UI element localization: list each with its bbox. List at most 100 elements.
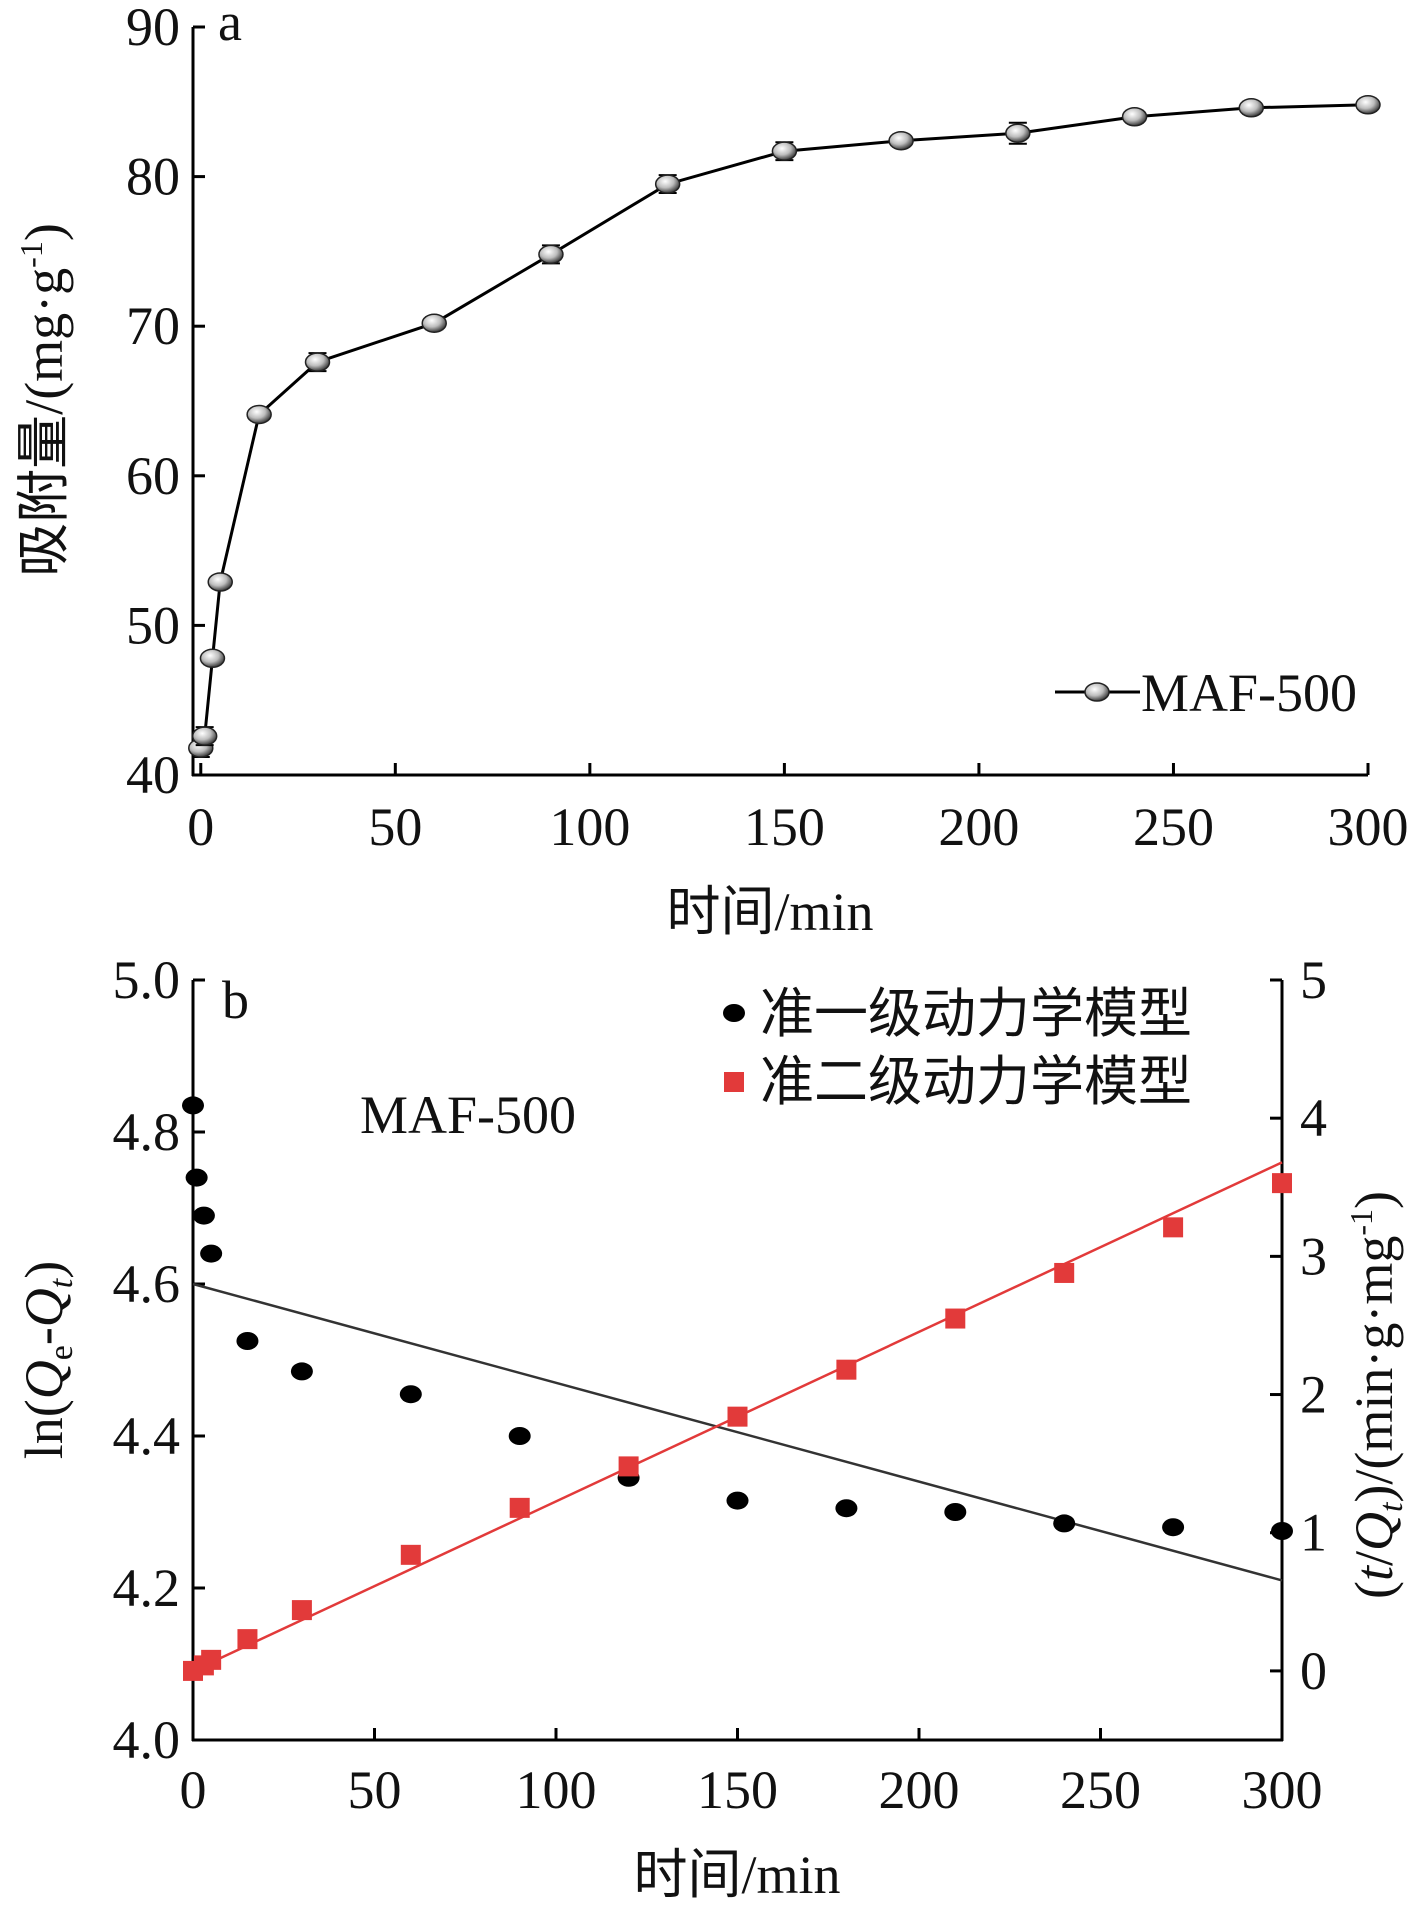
panel-b-left-y-title-part: ) [14, 1261, 74, 1279]
panel-a-data-point [207, 572, 233, 592]
panel-b-first-order-point [1162, 1518, 1185, 1537]
panel-a-data-point [888, 130, 914, 151]
panel-a-y-axis-title: 吸附量/(mg·g-1) [13, 223, 74, 577]
panel-b-x-axis-title: 时间/min [633, 1845, 840, 1905]
panel-b-right-y-tick-label: 4 [1300, 1088, 1327, 1148]
panel-b-legend-label-second-order: 准二级动力学模型 [760, 1052, 1192, 1112]
panel-a-x-tick-label: 250 [1133, 797, 1214, 857]
panel-a-data-point [654, 174, 681, 194]
panel-b-label: b [222, 970, 249, 1030]
panel-a-x-tick-label: 0 [187, 797, 214, 857]
panel-b-first-order-point [1053, 1514, 1076, 1533]
panel-b-annotation: MAF-500 [360, 1085, 576, 1145]
panel-b-first-order-point [236, 1332, 259, 1350]
panel-b-left-y-tick-label: 4.4 [113, 1406, 181, 1466]
panel-a-y-tick-label: 90 [126, 0, 180, 57]
panel-b-x-tick-label: 0 [180, 1760, 207, 1820]
panel-b-right-y-title-part: / [1344, 1551, 1404, 1566]
panel-a-data-point [1121, 107, 1148, 127]
panel-a-data-point [191, 726, 218, 746]
panel-b-second-order-point [1272, 1173, 1292, 1194]
panel-b-left-y-tick-label: 5.0 [113, 950, 181, 1010]
panel-a-legend-marker [1084, 682, 1110, 702]
panel-a-data-point [1005, 123, 1031, 143]
panel-a-data-point [199, 648, 226, 669]
panel-b-right-y-title-part: t [1344, 1564, 1404, 1581]
panel-b-first-order-point [835, 1499, 858, 1518]
panel-b-left-y-tick-label: 4.2 [113, 1558, 181, 1618]
panel-b-second-order-point [400, 1544, 421, 1565]
panel-b-left-y-tick-label: 4.8 [113, 1102, 181, 1162]
panel-b-second-order-point [836, 1359, 857, 1380]
panel-b-first-order-point [185, 1168, 208, 1187]
panel-b-right-y-title-part: Q [1344, 1512, 1404, 1551]
panel-a-y-tick-label: 70 [126, 296, 180, 356]
panel-b-left-y-title-part: ln( [14, 1399, 74, 1459]
panel-b-second-order-point [1163, 1217, 1184, 1238]
panel-b-second-order-point [201, 1649, 222, 1670]
panel-b-right-y-tick-label: 5 [1300, 950, 1327, 1010]
panel-a-x-tick-label: 150 [744, 797, 825, 857]
panel-b-left-y-title-part: Q [14, 1360, 74, 1399]
panel-b-left-y-title-part: - [14, 1327, 74, 1345]
panel-b-right-y-title-part: ) [1344, 1191, 1404, 1209]
panel-b-second-order-point [1054, 1262, 1075, 1283]
panel-a-y-axis-title-close: ) [14, 223, 74, 241]
panel-b-first-order-point [1271, 1522, 1293, 1540]
panel-a-y-axis-title-main: 吸附量/(mg·g [14, 268, 74, 577]
panel-b-right-y-tick-label: 1 [1300, 1503, 1327, 1563]
panel-b-first-order-point [192, 1206, 215, 1225]
panel-a: 0 50 100 150 200 250 300 40 50 60 70 80 90 a 时间/min 吸附量… [13, 0, 1409, 942]
panel-a-data-point [538, 244, 564, 265]
panel-a-data-point [304, 352, 331, 372]
panel-b-x-tick-label: 200 [879, 1760, 960, 1820]
panel-b-left-y-tick-label: 4.0 [113, 1710, 181, 1770]
panel-a-y-tick-label: 40 [126, 745, 180, 805]
panel-a-y-tick-label: 60 [126, 446, 180, 506]
panel-a-label: a [218, 0, 242, 52]
panel-b-second-order-point [509, 1497, 530, 1518]
panel-b: 0 50 100 150 200 250 300 4.0 4.2 4.4 4.6 4.8 5.0 0 1 2 3… [14, 950, 1410, 1905]
panel-b-first-order-fit-line [192, 1282, 1283, 1582]
panel-a-data-point [246, 404, 272, 425]
panel-a-x-tick-label: 50 [368, 797, 422, 857]
panel-b-right-y-title-part: )/(min·g·mg [1344, 1236, 1404, 1503]
panel-b-legend-marker-first-order [723, 1004, 745, 1022]
panel-b-right-y-tick-label: 0 [1300, 1641, 1327, 1701]
panel-b-second-order-point [727, 1406, 748, 1427]
panel-b-x-tick-label: 250 [1060, 1760, 1141, 1820]
panel-b-first-order-point [290, 1362, 313, 1381]
panel-b-right-y-title-part: ( [1344, 1581, 1404, 1599]
panel-a-x-tick-label: 200 [938, 797, 1019, 857]
panel-a-legend: MAF-500 [1055, 663, 1357, 723]
panel-a-y-axis-title-sup: -1 [13, 241, 49, 268]
panel-b-first-order-point [200, 1244, 223, 1263]
panel-b-first-order-point [399, 1385, 422, 1404]
panel-b-right-y-title-part: -1 [1343, 1209, 1379, 1236]
panel-b-x-tick-label: 300 [1242, 1760, 1323, 1820]
panel-b-first-order-point [726, 1491, 749, 1510]
panel-b-right-y-tick-label: 2 [1300, 1365, 1327, 1425]
panel-b-x-tick-label: 100 [516, 1760, 597, 1820]
panel-a-y-tick-label: 50 [126, 595, 180, 655]
panel-b-second-order-point [945, 1308, 966, 1329]
panel-b-legend-label-first-order: 准一级动力学模型 [760, 984, 1192, 1044]
panel-a-y-tick-label: 80 [126, 147, 180, 207]
panel-b-first-order-point [508, 1427, 531, 1445]
panel-b-left-y-tick-label: 4.6 [113, 1254, 181, 1314]
panel-b-first-order-point [944, 1503, 967, 1521]
panel-b-right-y-axis-title: (t/Qt)/(min·g·mg-1) [1343, 1191, 1410, 1599]
panel-b-legend-marker-second-order [724, 1072, 744, 1092]
panel-b-second-order-point [237, 1629, 258, 1650]
panel-a-data-point [1355, 95, 1381, 115]
panel-a-legend-label: MAF-500 [1141, 663, 1357, 723]
panel-a-x-axis-title: 时间/min [666, 882, 873, 942]
panel-b-left-y-title-part: e [43, 1345, 80, 1360]
panel-a-data-point [1238, 98, 1265, 118]
panel-b-left-y-title-part: t [43, 1277, 80, 1288]
panel-b-x-tick-label: 50 [348, 1760, 402, 1820]
panel-a-series-line [199, 103, 1369, 749]
panel-b-right-y-title-part: t [1373, 1501, 1410, 1512]
